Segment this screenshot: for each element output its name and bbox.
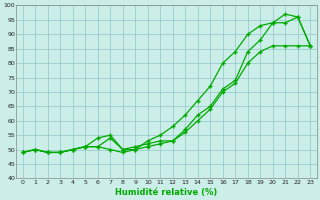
X-axis label: Humidité relative (%): Humidité relative (%) [116,188,218,197]
